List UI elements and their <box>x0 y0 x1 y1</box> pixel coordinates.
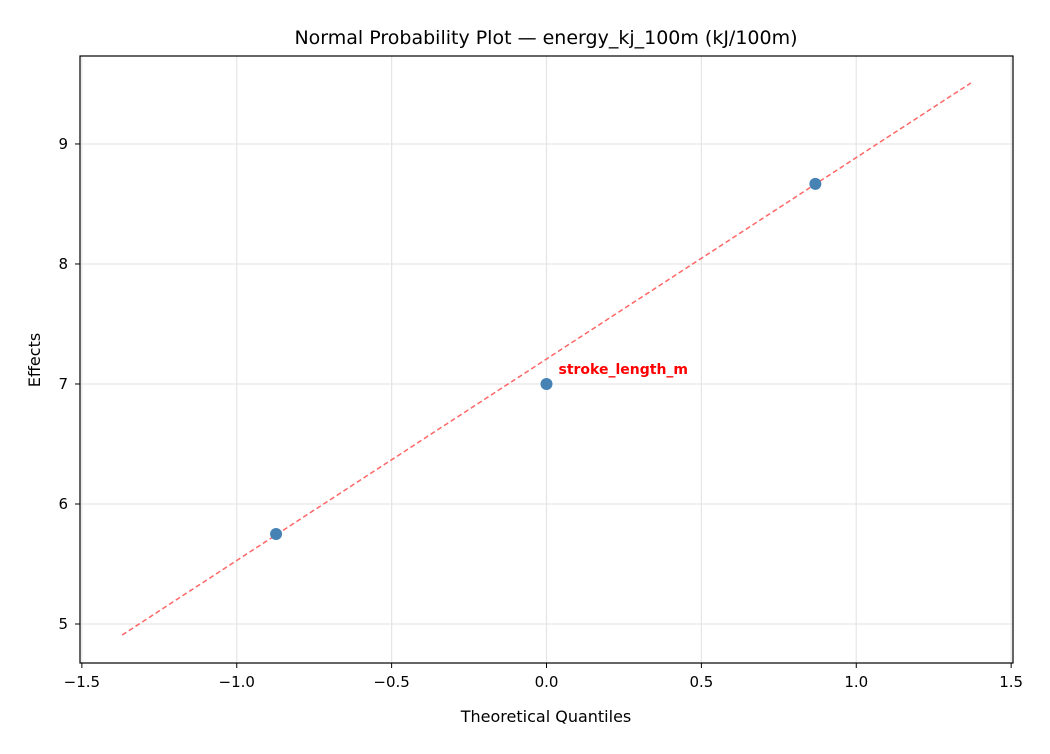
x-axis-label: Theoretical Quantiles <box>460 707 632 726</box>
y-tick-label: 5 <box>58 615 68 633</box>
reference-line <box>121 82 972 636</box>
x-tick-label: −1.5 <box>64 673 100 691</box>
point-annotation: stroke_length_m <box>559 362 689 378</box>
x-tick-label: −0.5 <box>373 673 409 691</box>
y-tick-label: 7 <box>58 375 68 393</box>
chart-title: Normal Probability Plot — energy_kj_100m… <box>294 27 797 49</box>
y-tick-label: 6 <box>58 495 68 513</box>
data-point <box>270 527 283 540</box>
x-tick-label: −1.0 <box>219 673 255 691</box>
data-point <box>809 177 822 190</box>
y-tick-label: 9 <box>58 135 68 153</box>
y-tick-label: 8 <box>58 255 68 273</box>
data-point <box>540 377 553 390</box>
plot-frame <box>79 55 1014 664</box>
x-tick-label: 1.5 <box>999 673 1023 691</box>
x-tick-label: 0.5 <box>689 673 713 691</box>
y-axis-label: Effects <box>25 333 44 387</box>
x-tick-label: 1.0 <box>844 673 868 691</box>
x-tick-label: 0.0 <box>535 673 559 691</box>
